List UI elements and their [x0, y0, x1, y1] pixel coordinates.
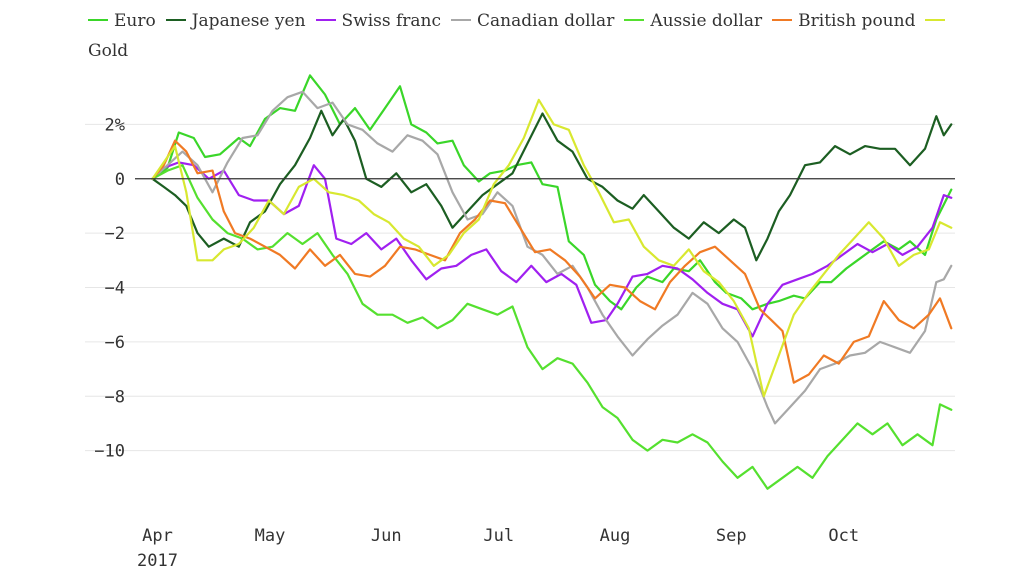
- series-line-british-pound: [151, 139, 953, 384]
- legend-label: Gold: [88, 41, 129, 61]
- series-lines: [151, 74, 953, 490]
- x-tick-label: Apr: [142, 526, 173, 546]
- series-line-swiss-franc: [151, 161, 953, 338]
- legend-swatch: [925, 18, 946, 21]
- legend-label: Canadian dollar: [477, 11, 615, 31]
- legend-item: Aussie dollar: [624, 11, 762, 31]
- y-tick-label: −4: [105, 279, 125, 299]
- x-tick-sublabel: 2017: [137, 551, 178, 571]
- y-tick-label: −8: [105, 387, 125, 407]
- x-axis-ticks: Apr 2017 May Jun Jul Aug Sep Oct: [137, 526, 859, 571]
- series-line-gold: [151, 98, 953, 398]
- y-tick-label: 2%: [105, 115, 125, 135]
- legend-item: British pound: [772, 11, 915, 31]
- legend-item: Gold: [88, 11, 951, 61]
- series-line-canadian-dollar: [151, 90, 953, 425]
- legend-label: Swiss franc: [341, 11, 442, 31]
- legend-item: Canadian dollar: [451, 11, 614, 31]
- legend-label: Euro: [114, 11, 156, 31]
- series-line-euro: [151, 74, 953, 311]
- legend-item: Euro: [88, 11, 156, 31]
- legend-swatch: [315, 18, 336, 21]
- y-tick-label: −2: [105, 224, 125, 244]
- y-tick-label: 0: [115, 170, 125, 190]
- x-tick-label: May: [255, 526, 286, 546]
- series-line-aussie-dollar: [151, 164, 953, 490]
- legend-swatch: [165, 18, 186, 21]
- x-tick-label: Sep: [716, 526, 747, 546]
- legend-item: Japanese yen: [165, 11, 306, 31]
- legend-swatch: [624, 18, 645, 21]
- x-tick-label: Oct: [828, 526, 859, 546]
- grid-lines: [85, 123, 955, 452]
- series-line-japanese-yen: [151, 109, 953, 262]
- y-tick-label: −10: [94, 442, 125, 462]
- legend-label: Japanese yen: [191, 11, 306, 31]
- legend-label: British pound: [798, 11, 916, 31]
- y-axis-ticks: 2% 0 −2 −4 −6 −8 −10: [94, 115, 125, 461]
- x-tick-label: Jun: [371, 526, 402, 546]
- legend-item: Swiss franc: [315, 11, 442, 31]
- legend-swatch: [772, 18, 793, 21]
- y-tick-label: −6: [105, 333, 125, 353]
- chart-legend: Euro Japanese yen Swiss franc Canadian doll…: [88, 6, 968, 66]
- x-tick-label: Jul: [483, 526, 514, 546]
- x-tick-label: Aug: [600, 526, 631, 546]
- legend-swatch: [88, 18, 108, 21]
- legend-swatch: [451, 18, 472, 21]
- legend-label: Aussie dollar: [650, 11, 763, 31]
